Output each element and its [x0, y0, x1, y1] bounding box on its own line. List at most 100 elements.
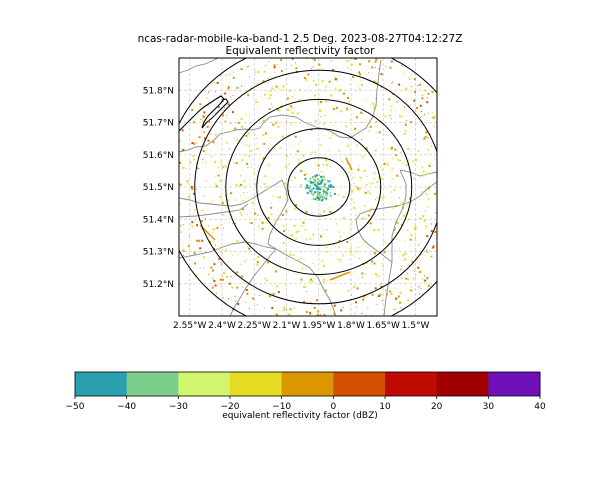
radar-return: [254, 212, 257, 215]
radar-return: [279, 147, 282, 149]
radar-return: [404, 129, 407, 132]
radar-return: [264, 132, 267, 135]
radar-return: [235, 300, 237, 302]
radar-return: [323, 48, 325, 50]
radar-return: [300, 185, 302, 187]
radar-return: [240, 117, 243, 120]
radar-return: [303, 285, 306, 288]
radar-return: [226, 275, 229, 278]
radar-return: [245, 301, 247, 303]
radar-return: [439, 154, 441, 156]
radar-return: [214, 160, 217, 163]
radar-return: [276, 121, 278, 123]
radar-return: [198, 239, 201, 242]
radar-return: [357, 187, 360, 190]
radar-return: [428, 198, 430, 200]
radar-return: [316, 314, 319, 316]
radar-return: [327, 228, 329, 230]
radar-return: [318, 188, 321, 190]
x-tick-label: 1.8°W: [337, 321, 365, 331]
radar-return: [428, 164, 431, 167]
coastline: [179, 95, 229, 132]
radar-return: [422, 175, 425, 178]
radar-return: [258, 227, 260, 229]
radar-return: [401, 277, 403, 279]
radar-return: [366, 211, 367, 213]
radar-return: [276, 319, 277, 320]
radar-return: [290, 122, 293, 125]
y-tick-label: 51.7°N: [143, 119, 174, 129]
radar-return: [300, 225, 303, 228]
radar-return: [203, 137, 206, 140]
radar-return: [348, 172, 350, 173]
radar-return: [322, 178, 325, 181]
radar-return: [339, 90, 340, 92]
radar-return: [232, 254, 234, 256]
radar-return: [222, 213, 225, 216]
radar-return: [434, 158, 435, 160]
radar-return: [394, 205, 397, 208]
radar-return: [326, 162, 327, 164]
radar-return: [244, 153, 247, 156]
radar-return: [185, 168, 187, 170]
radar-return: [296, 150, 299, 153]
radar-return: [321, 80, 324, 83]
radar-return: [248, 198, 251, 201]
radar-return: [198, 168, 200, 169]
radar-return: [295, 231, 298, 234]
radar-return: [449, 249, 451, 251]
radar-return: [266, 176, 267, 177]
radar-return: [339, 158, 341, 160]
radar-return: [314, 181, 316, 183]
radar-return: [399, 160, 401, 161]
radar-return: [271, 103, 272, 105]
radar-return: [371, 293, 374, 296]
radar-return: [446, 150, 447, 151]
radar-return: [395, 109, 396, 111]
radar-return: [388, 98, 391, 101]
radar-return: [267, 163, 270, 166]
radar-return: [426, 235, 429, 238]
radar-return: [345, 175, 348, 178]
radar-return: [274, 220, 277, 223]
radar-return: [210, 266, 213, 269]
radar-return: [353, 182, 355, 184]
radar-return: [278, 216, 280, 218]
radar-return: [413, 99, 416, 102]
radar-return: [263, 183, 266, 185]
radar-return: [311, 55, 313, 57]
radar-return: [351, 222, 353, 224]
radar-return: [338, 149, 341, 152]
radar-return: [286, 154, 289, 157]
radar-return: [313, 178, 315, 180]
radar-return: [421, 166, 424, 169]
radar-return: [430, 172, 432, 174]
radar-return: [375, 97, 376, 99]
radar-return: [248, 65, 249, 67]
radar-return: [278, 310, 280, 311]
radar-return: [460, 192, 461, 193]
radar-return: [316, 182, 319, 185]
radar-return: [357, 252, 358, 254]
radar-return: [313, 53, 314, 54]
radar-return: [345, 157, 347, 159]
radar-return: [333, 193, 336, 195]
radar-return: [224, 204, 226, 206]
radar-return: [198, 136, 201, 139]
radar-return: [179, 224, 182, 227]
radar-return: [350, 198, 353, 201]
radar-return: [300, 170, 303, 173]
radar-return: [220, 224, 222, 225]
radar-return: [322, 197, 325, 200]
radar-return: [310, 193, 312, 195]
colorbar-tick-label: 30: [483, 402, 495, 412]
radar-return: [407, 272, 409, 274]
radar-return: [175, 161, 176, 162]
radar-return: [309, 237, 312, 240]
radar-return: [200, 220, 203, 222]
radar-return: [375, 273, 377, 276]
radar-return: [204, 166, 206, 168]
radar-return: [366, 175, 368, 177]
radar-return: [301, 267, 304, 270]
radar-return: [200, 107, 202, 109]
